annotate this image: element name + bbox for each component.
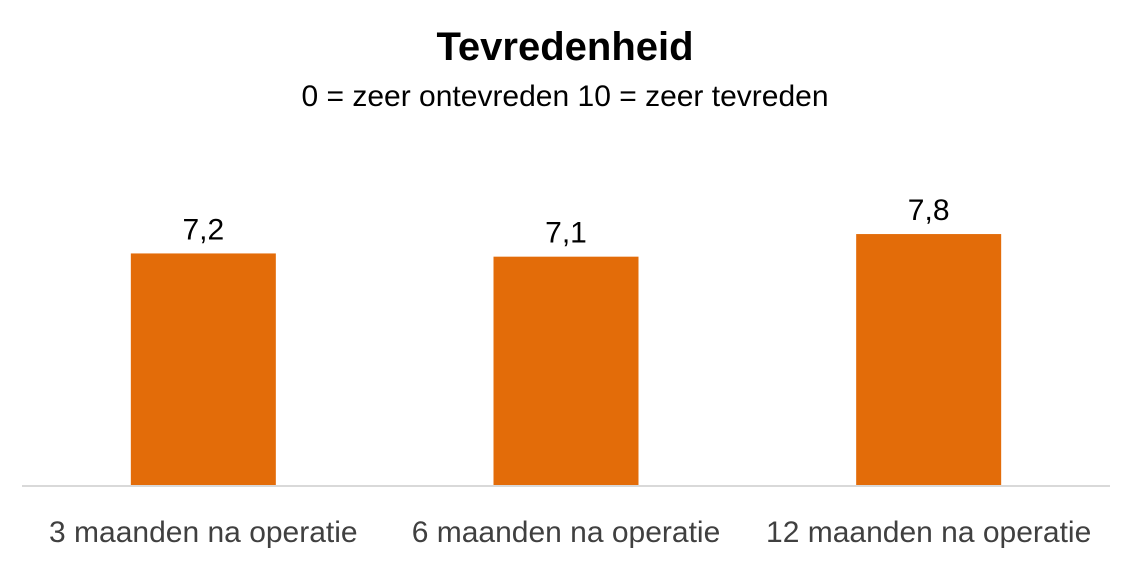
chart-title: Tevredenheid <box>436 25 693 69</box>
bar-1 <box>130 253 276 486</box>
x-tick-label-2: 6 maanden na operatie <box>412 516 721 549</box>
x-tick-label-3: 12 maanden na operatie <box>766 516 1091 549</box>
chart-subtitle: 0 = zeer ontevreden 10 = zeer tevreden <box>301 80 828 113</box>
bar-2 <box>493 256 639 486</box>
x-tick-label-1: 3 maanden na operatie <box>49 516 358 549</box>
data-label-1: 7,2 <box>182 213 224 246</box>
data-label-3: 7,8 <box>908 194 950 227</box>
bar-3 <box>856 234 1002 486</box>
data-label-2: 7,1 <box>545 217 587 250</box>
plot-area: 7,2 3 maanden na operatie 7,1 6 maanden na … <box>49 194 1091 549</box>
